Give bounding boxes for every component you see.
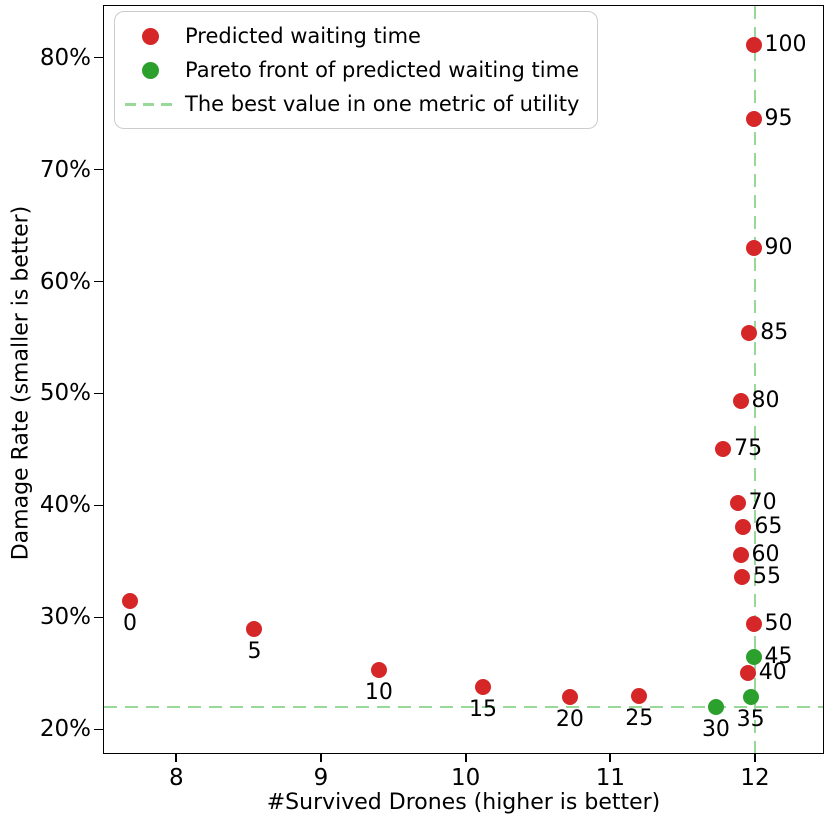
data-point-label-100: 100 bbox=[764, 32, 807, 58]
data-point-45 bbox=[745, 648, 762, 665]
data-point-85 bbox=[741, 325, 758, 342]
data-point-label-60: 60 bbox=[751, 541, 780, 567]
data-point-95 bbox=[745, 111, 762, 128]
data-point-30 bbox=[707, 699, 724, 716]
data-point-35 bbox=[742, 689, 759, 705]
data-point-label-55: 55 bbox=[752, 564, 781, 590]
y-tick-mark bbox=[93, 392, 103, 395]
y-tick-label: 80% bbox=[39, 44, 91, 71]
data-point-label-25: 25 bbox=[625, 705, 654, 731]
x-tick-mark bbox=[464, 753, 467, 762]
y-tick-label: 40% bbox=[39, 492, 91, 519]
y-tick-label: 30% bbox=[39, 604, 91, 631]
data-point-label-30: 30 bbox=[701, 717, 730, 743]
y-tick-mark bbox=[93, 168, 103, 171]
data-point-label-75: 75 bbox=[734, 436, 763, 462]
data-point-20 bbox=[561, 689, 578, 705]
data-point-80 bbox=[732, 393, 749, 410]
x-tick-mark bbox=[175, 753, 178, 762]
data-point-label-90: 90 bbox=[764, 234, 793, 260]
best-value-vertical-line bbox=[753, 6, 757, 753]
data-point-label-45: 45 bbox=[764, 643, 793, 669]
legend-item-1: Pareto front of predicted waiting time bbox=[115, 54, 579, 86]
x-tick-label: 10 bbox=[451, 765, 481, 791]
legend-dash-icon bbox=[115, 102, 185, 106]
data-point-50 bbox=[745, 616, 762, 633]
legend-label: Pareto front of predicted waiting time bbox=[185, 58, 579, 82]
data-point-75 bbox=[715, 441, 732, 458]
legend-dot-icon bbox=[115, 27, 185, 45]
data-point-label-15: 15 bbox=[469, 696, 498, 722]
y-tick-label: 20% bbox=[39, 716, 91, 743]
data-point-label-65: 65 bbox=[754, 513, 783, 539]
data-point-90 bbox=[745, 239, 762, 256]
data-point-label-70: 70 bbox=[748, 490, 777, 516]
data-point-label-95: 95 bbox=[764, 106, 793, 132]
data-point-label-35: 35 bbox=[736, 707, 765, 732]
data-point-25 bbox=[631, 687, 648, 704]
data-point-label-85: 85 bbox=[760, 320, 789, 346]
data-point-15 bbox=[475, 678, 492, 695]
data-point-label-40: 40 bbox=[758, 660, 787, 686]
x-tick-label: 9 bbox=[313, 765, 329, 791]
y-tick-label: 70% bbox=[39, 156, 91, 183]
data-point-65 bbox=[735, 518, 752, 535]
data-point-0 bbox=[122, 592, 139, 609]
data-point-70 bbox=[729, 495, 746, 512]
data-point-label-20: 20 bbox=[555, 707, 584, 732]
data-point-label-0: 0 bbox=[123, 610, 138, 636]
marker-symbol bbox=[141, 61, 159, 79]
legend-dot-icon bbox=[115, 61, 185, 79]
data-point-label-80: 80 bbox=[751, 388, 780, 414]
data-point-5 bbox=[246, 620, 263, 637]
data-point-label-5: 5 bbox=[247, 638, 262, 664]
plot-area: Predicted waiting time Pareto front of pr… bbox=[40, 5, 824, 791]
data-point-60 bbox=[732, 546, 749, 563]
data-point-10 bbox=[370, 662, 387, 679]
data-point-label-50: 50 bbox=[764, 611, 793, 637]
y-tick-mark bbox=[93, 280, 103, 283]
x-tick-mark bbox=[609, 753, 612, 762]
y-axis-label: Damage Rate (smaller is better) bbox=[8, 205, 34, 561]
legend-label: The best value in one metric of utility bbox=[185, 92, 580, 116]
legend: Predicted waiting time Pareto front of pr… bbox=[114, 11, 599, 129]
y-tick-mark bbox=[93, 504, 103, 507]
y-tick-mark bbox=[93, 616, 103, 619]
x-tick-label: 8 bbox=[169, 765, 184, 791]
legend-label: Predicted waiting time bbox=[185, 24, 421, 48]
legend-item-0: Predicted waiting time bbox=[115, 20, 579, 52]
y-tick-label: 60% bbox=[39, 268, 91, 295]
y-tick-mark bbox=[93, 728, 103, 731]
y-tick-mark bbox=[93, 56, 103, 59]
x-tick-label: 12 bbox=[740, 765, 770, 791]
data-point-100 bbox=[745, 37, 762, 54]
data-point-40 bbox=[739, 665, 756, 682]
data-point-55 bbox=[733, 569, 750, 586]
x-tick-mark bbox=[320, 753, 322, 762]
best-value-horizontal-line bbox=[104, 705, 823, 709]
y-tick-label: 50% bbox=[39, 380, 91, 407]
marker-symbol bbox=[141, 27, 159, 45]
x-axis-label: #Survived Drones (higher is better) bbox=[266, 790, 661, 815]
data-point-label-10: 10 bbox=[364, 680, 393, 706]
x-tick-mark bbox=[754, 753, 756, 762]
legend-item-2: The best value in one metric of utility bbox=[115, 88, 579, 120]
marker-symbol bbox=[125, 102, 175, 106]
x-tick-label: 11 bbox=[595, 765, 625, 791]
